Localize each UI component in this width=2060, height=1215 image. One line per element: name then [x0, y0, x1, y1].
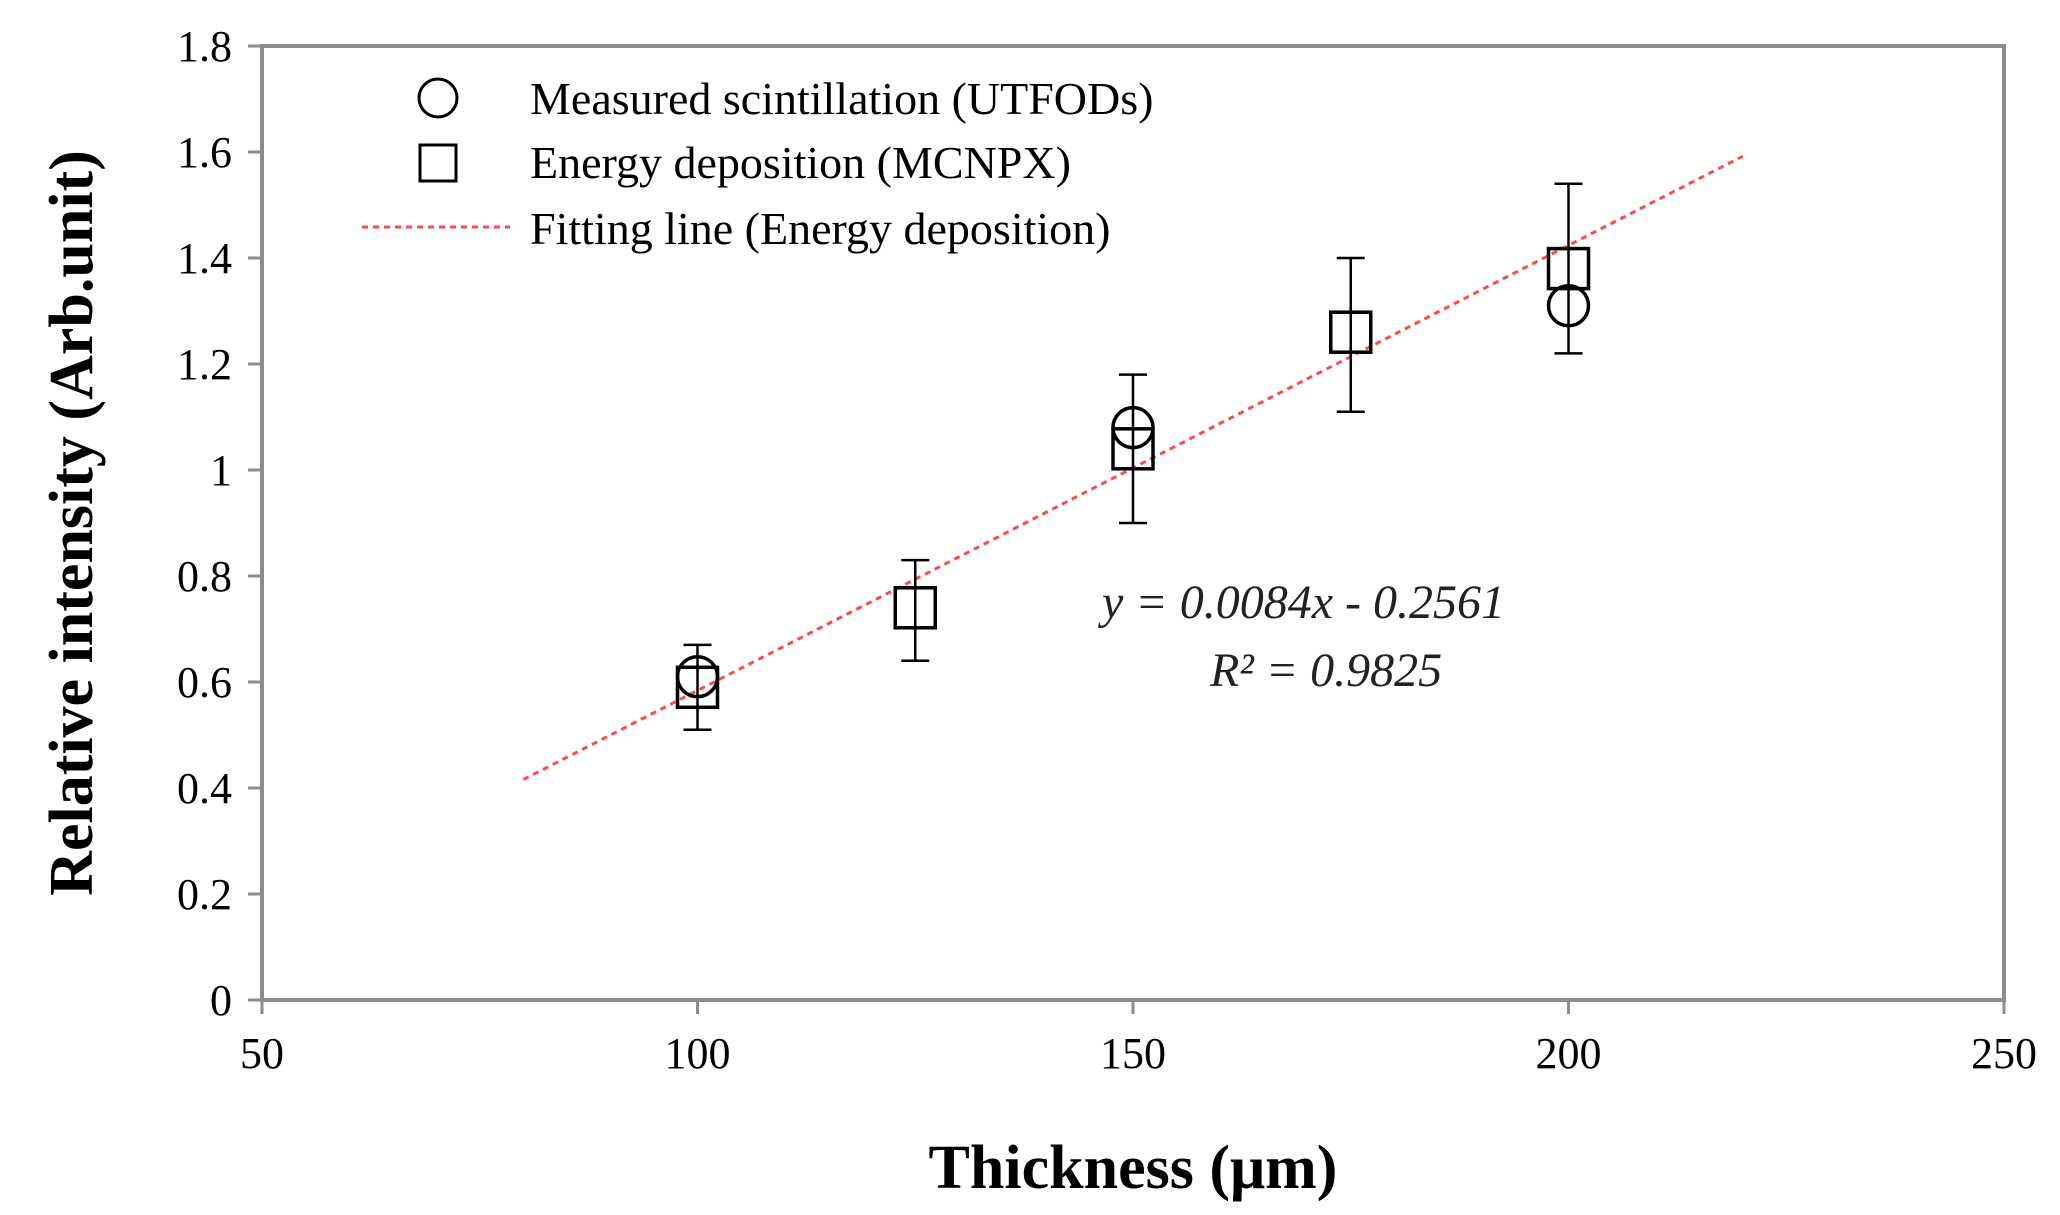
energy-deposition-point — [675, 665, 720, 710]
y-axis-title: Relative intensity (Arb.unit) — [38, 150, 106, 896]
measured-scintillation-point — [1111, 405, 1155, 450]
y-tick-label: 1.8 — [177, 22, 232, 71]
legend-label-fit: Fitting line (Energy deposition) — [530, 203, 1110, 254]
fit-equation: y = 0.0084x - 0.2561 — [1097, 576, 1505, 629]
y-tick-label: 0.2 — [177, 870, 232, 919]
legend-label-energy: Energy deposition (MCNPX) — [530, 137, 1071, 188]
marker-layer — [675, 246, 1591, 710]
energy-deposition-point — [1329, 310, 1373, 354]
x-tick-label: 50 — [240, 1029, 284, 1078]
r-squared: R² = 0.9825 — [1209, 644, 1442, 697]
x-tick-label: 100 — [665, 1029, 731, 1078]
energy-deposition-point — [893, 586, 937, 630]
y-tick-label: 1 — [210, 446, 232, 495]
legend-label-measured: Measured scintillation (UTFODs) — [530, 73, 1153, 124]
x-axis-title: Thickness (μm) — [929, 1134, 1338, 1202]
measured-scintillation-point — [675, 654, 720, 699]
y-tick-label: 1.4 — [177, 234, 232, 283]
x-tick-label: 150 — [1100, 1029, 1166, 1078]
y-tick-label: 0 — [210, 976, 232, 1025]
legend: Measured scintillation (UTFODs) Energy d… — [362, 73, 1153, 254]
y-tick-label: 1.6 — [177, 128, 232, 177]
y-tick-label: 0.4 — [177, 764, 232, 813]
energy-deposition-point — [1111, 427, 1155, 471]
y-tick-label: 0.8 — [177, 552, 232, 601]
y-axis-ticks: 0 0.2 0.4 0.6 0.8 1 1.2 1.4 1.6 1.8 — [177, 22, 262, 1025]
energy-deposition-point — [1546, 246, 1591, 291]
x-tick-label: 250 — [1971, 1029, 2037, 1078]
x-tick-label: 200 — [1536, 1029, 1602, 1078]
x-axis-ticks: 50 100 150 200 250 — [240, 1000, 2037, 1078]
legend-circle-marker — [417, 77, 459, 119]
measured-scintillation-point — [1546, 283, 1591, 328]
legend-square-marker — [418, 143, 458, 183]
y-tick-label: 1.2 — [177, 340, 232, 389]
y-tick-label: 0.6 — [177, 658, 232, 707]
